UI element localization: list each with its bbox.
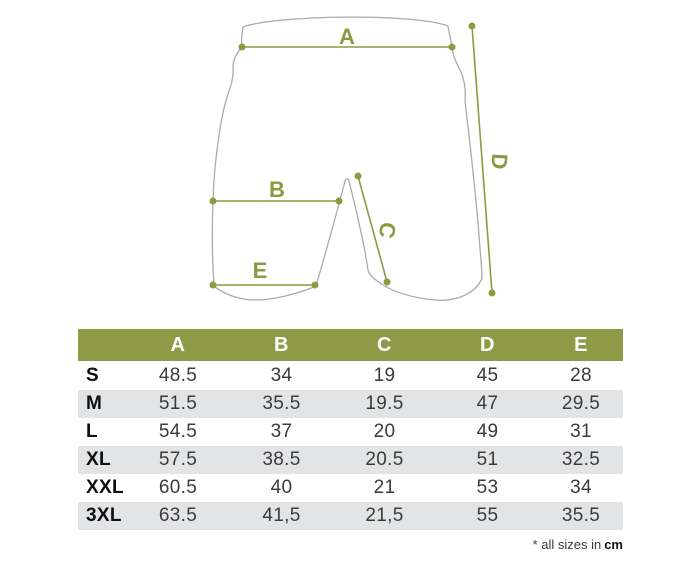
value-cell-e: 31 [570,421,592,442]
footnote-unit: cm [604,537,623,552]
value-cell-c: 20.5 [365,449,404,470]
size-table-body: S 48.5 34 19 45 28 M 51.5 35.5 19.5 47 2… [78,362,623,530]
header-col-d: D [480,334,495,356]
measure-dot [448,43,456,51]
value-cell-b: 34 [270,365,293,386]
measure-line-a: A [238,24,456,51]
value-cell-e: 35.5 [561,505,601,526]
measure-line-e: E [209,258,319,289]
value-cell-d: 49 [476,421,499,442]
header-col-e: E [574,334,588,356]
measure-line-b: B [209,177,343,205]
measure-line-d-line [471,25,493,294]
measure-label-c: C [374,220,401,240]
measure-label-e: E [253,258,268,283]
footnote-text: * all sizes in [532,537,602,552]
size-label: XL [86,449,111,470]
value-cell-a: 57.5 [158,449,198,470]
table-row: L 54.5 37 20 49 31 [78,418,623,446]
measure-line-c-line [357,175,388,283]
size-table-header: A B C D E [78,329,623,361]
value-cell-a: 51.5 [158,393,198,414]
table-row: XL 57.5 38.5 20.5 51 32.5 [78,446,623,474]
size-label: XXL [86,477,124,498]
value-cell-a: 48.5 [158,365,198,386]
measure-line-c: C [354,172,401,286]
size-table: A B C D E S 48.5 34 19 45 28 M 51.5 35.5… [78,329,623,530]
size-label: S [86,365,99,386]
measure-dot [383,278,391,286]
value-cell-d: 51 [476,449,499,470]
measure-dot [335,197,343,205]
footnote: * all sizes in cm [533,537,623,552]
value-cell-b: 38.5 [262,449,301,470]
measure-label-a: A [339,24,355,49]
measure-label-b: B [269,177,285,202]
measure-dot [238,43,246,51]
value-cell-a: 60.5 [158,477,198,498]
value-cell-d: 47 [476,393,499,414]
value-cell-c: 19 [373,365,396,386]
value-cell-d: 55 [476,505,499,526]
value-cell-b: 41,5 [262,505,301,526]
value-cell-a: 63.5 [158,505,198,526]
value-cell-e: 32.5 [561,449,601,470]
header-col-b: B [274,334,289,356]
header-col-c: C [377,334,392,356]
value-cell-a: 54.5 [158,421,198,442]
value-cell-d: 45 [476,365,499,386]
size-label: M [86,393,103,414]
table-row: XXL 60.5 40 21 53 34 [78,474,623,502]
measure-dot [209,197,217,205]
value-cell-e: 28 [570,365,592,386]
value-cell-c: 21,5 [365,505,404,526]
header-col-a: A [170,334,186,356]
value-cell-e: 29.5 [561,393,601,414]
value-cell-c: 19.5 [365,393,404,414]
table-row: 3XL 63.5 41,5 21,5 55 35.5 [78,502,623,530]
value-cell-b: 37 [270,421,293,442]
shorts-outline-drawing [211,16,483,301]
header-size-column [78,329,126,361]
measure-line-d: D [468,22,513,297]
shorts-measurement-diagram: A B C D E [209,16,513,301]
measure-dot [354,172,362,180]
table-row: S 48.5 34 19 45 28 [78,362,623,390]
value-cell-c: 21 [373,477,396,498]
value-cell-b: 35.5 [262,393,301,414]
size-label: 3XL [86,505,122,526]
table-row: M 51.5 35.5 19.5 47 29.5 [78,390,623,418]
measure-dot [209,281,217,289]
value-cell-c: 20 [373,421,396,442]
value-cell-d: 53 [476,477,499,498]
size-label: L [86,421,98,442]
measure-dot [488,289,496,297]
measure-dot [311,281,319,289]
measure-label-d: D [487,153,513,170]
value-cell-b: 40 [270,477,293,498]
value-cell-e: 34 [570,477,592,498]
measure-dot [468,22,476,30]
